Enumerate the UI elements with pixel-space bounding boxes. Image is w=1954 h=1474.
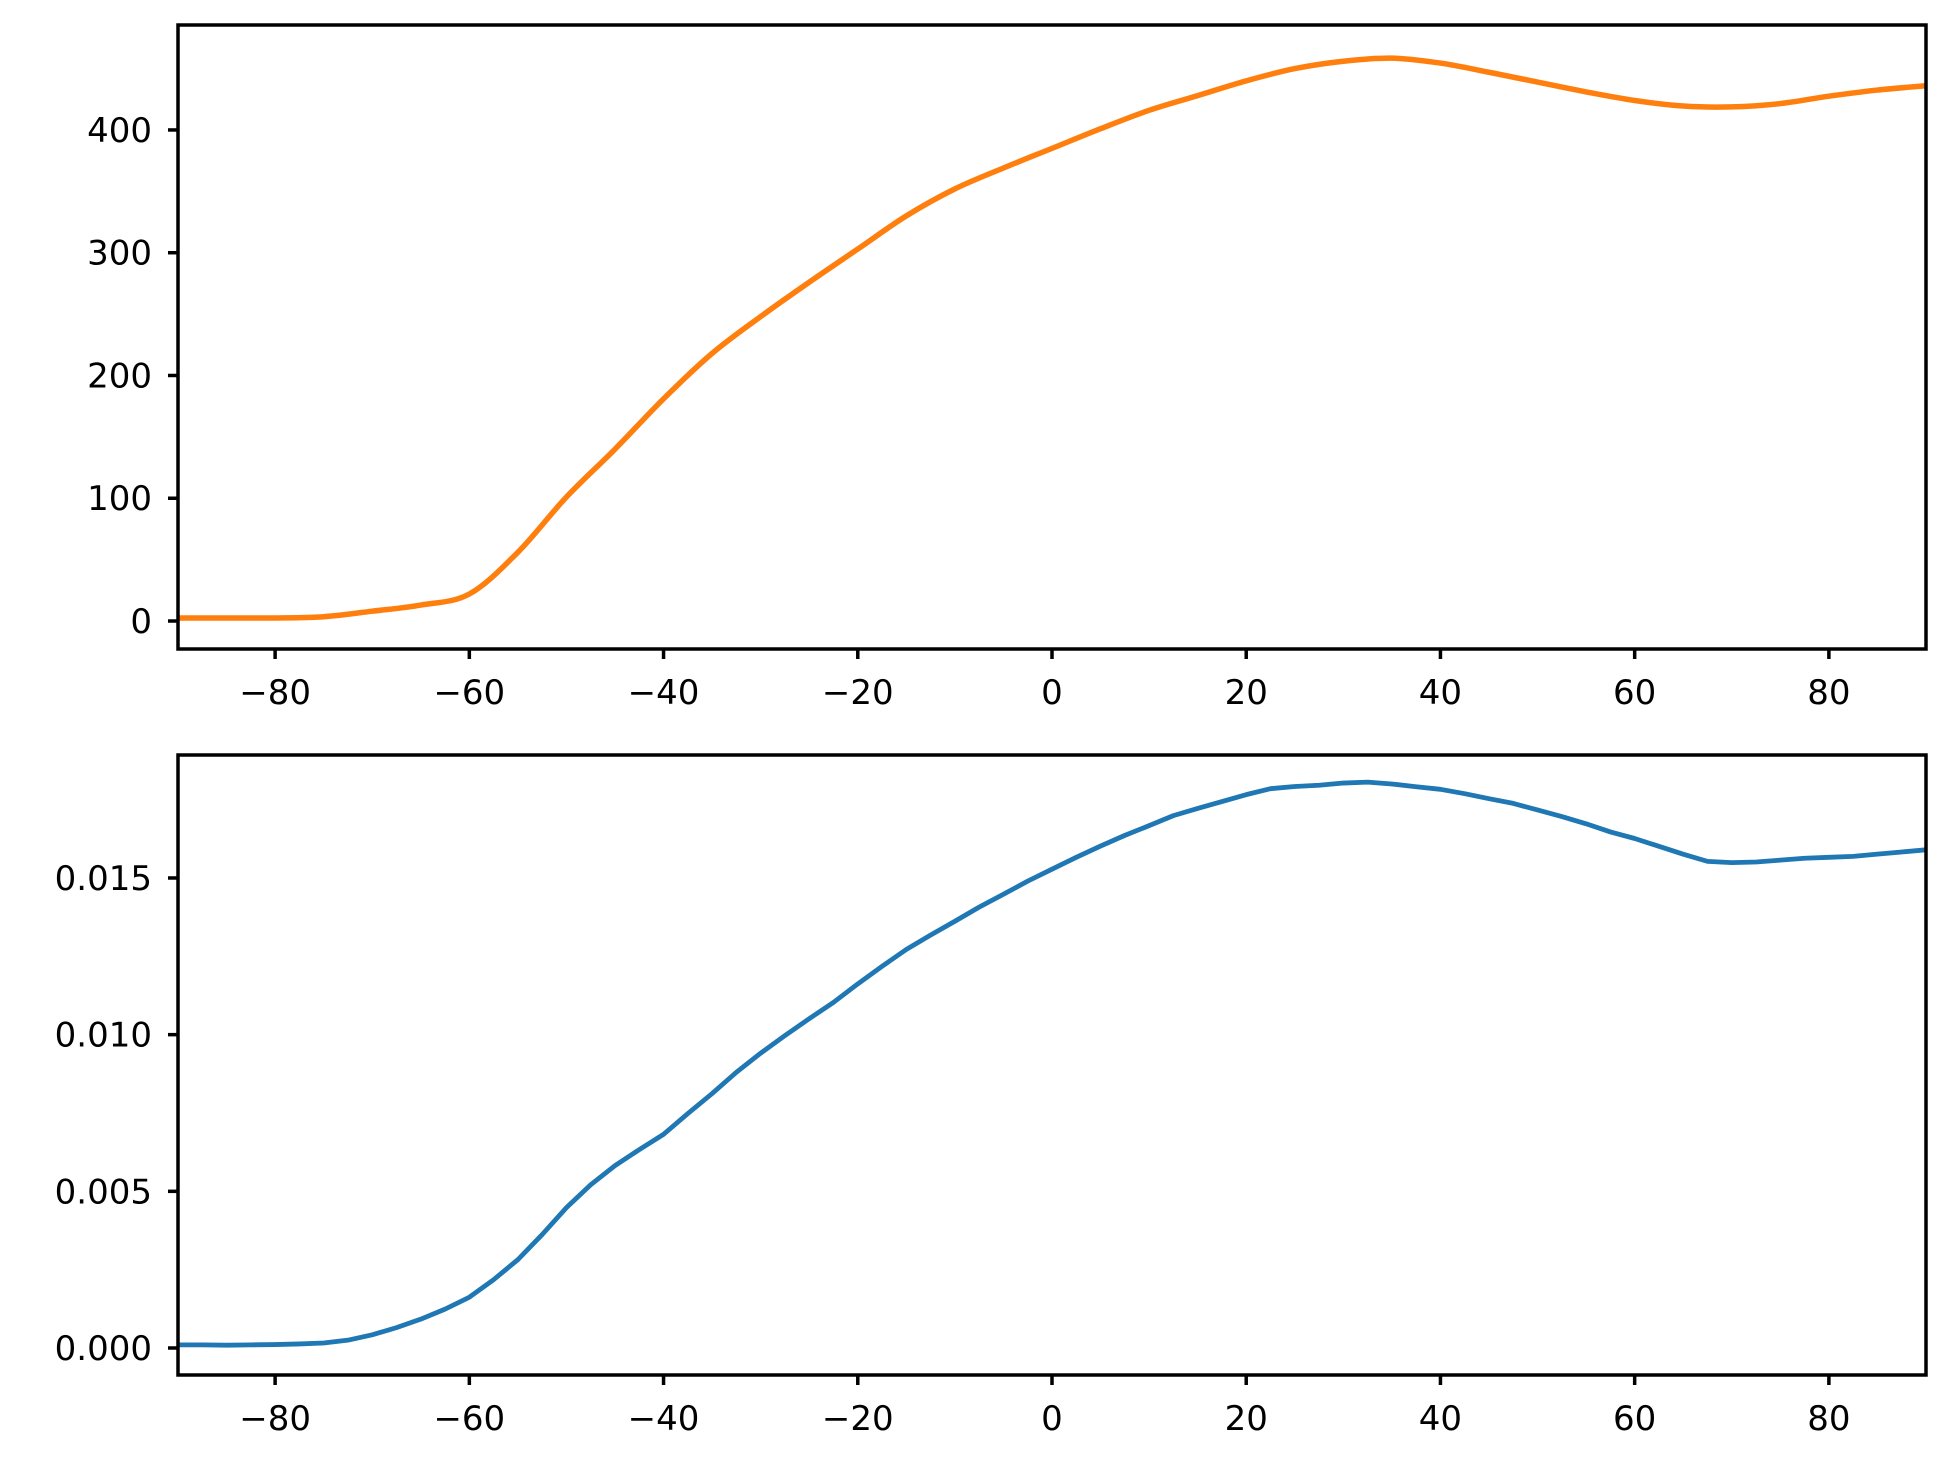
x-tick-label: −40 bbox=[628, 673, 700, 713]
y-tick-label: 200 bbox=[87, 356, 152, 396]
y-tick-label: 0.000 bbox=[55, 1329, 152, 1369]
y-tick-label: 0.015 bbox=[55, 859, 152, 899]
x-tick-label: −80 bbox=[239, 673, 311, 713]
x-tick-label: 80 bbox=[1807, 673, 1850, 713]
x-tick-label: −60 bbox=[433, 1399, 505, 1439]
y-tick-label: 100 bbox=[87, 479, 152, 519]
y-tick-label: 400 bbox=[87, 111, 152, 151]
x-tick-label: −40 bbox=[628, 1399, 700, 1439]
x-tick-label: 80 bbox=[1807, 1399, 1850, 1439]
x-tick-label: 20 bbox=[1225, 1399, 1268, 1439]
y-tick-label: 0 bbox=[130, 602, 152, 642]
bottom-axes: −80 −60 −40 −20 0 20 40 60 80 0.000 0.005 0.010 0.01… bbox=[55, 753, 1928, 1439]
x-tick-label: −20 bbox=[822, 1399, 894, 1439]
axes-frame bbox=[176, 23, 1928, 651]
x-tick-label: −60 bbox=[433, 673, 505, 713]
axes-frame bbox=[176, 753, 1928, 1377]
top-axes: −80 −60 −40 −20 0 20 40 60 80 0 100 200 300 400 bbox=[87, 23, 1928, 713]
x-tick-label: 60 bbox=[1613, 673, 1656, 713]
x-tick-label: 20 bbox=[1225, 673, 1268, 713]
blue-curve bbox=[178, 779, 1926, 1348]
x-tick-label: 40 bbox=[1419, 1399, 1462, 1439]
y-tick-label: 0.010 bbox=[55, 1016, 152, 1056]
x-tick-label: −20 bbox=[822, 673, 894, 713]
orange-curve bbox=[178, 55, 1926, 621]
x-tick-label: 60 bbox=[1613, 1399, 1656, 1439]
y-tick-label: 0.005 bbox=[55, 1172, 152, 1212]
x-tick-label: −80 bbox=[239, 1399, 311, 1439]
x-tick-label: 0 bbox=[1041, 1399, 1063, 1439]
x-tick-label: 40 bbox=[1419, 673, 1462, 713]
x-tick-label: 0 bbox=[1041, 673, 1063, 713]
y-tick-label: 300 bbox=[87, 234, 152, 274]
